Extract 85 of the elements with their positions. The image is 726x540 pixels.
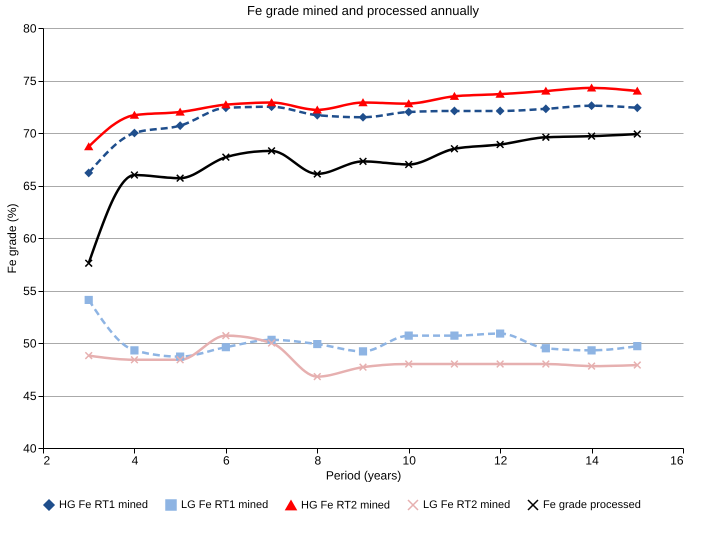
- point: [496, 329, 504, 338]
- point: [84, 142, 93, 150]
- point: [542, 344, 550, 352]
- point: [176, 174, 184, 182]
- point: [358, 98, 368, 106]
- point: [633, 130, 642, 138]
- point: [404, 360, 413, 368]
- point: [450, 144, 459, 153]
- point: [542, 87, 550, 95]
- point: [542, 360, 550, 368]
- y-tick-label: 45: [23, 389, 37, 403]
- point: [313, 106, 322, 114]
- point: [130, 111, 139, 119]
- point: [313, 372, 322, 381]
- x-axis-title: Period (years): [326, 468, 402, 482]
- point: [84, 259, 93, 268]
- point: [404, 332, 413, 340]
- point: [496, 140, 504, 149]
- point: [358, 347, 368, 356]
- point: [542, 133, 550, 142]
- y-tick-label: 70: [23, 126, 37, 140]
- x-tick-label: 6: [223, 454, 230, 468]
- point: [84, 168, 93, 178]
- point: [130, 346, 139, 354]
- point: [267, 98, 276, 106]
- point: [404, 108, 413, 116]
- point: [587, 102, 596, 110]
- x-tick-label: 14: [585, 454, 600, 468]
- point: [358, 113, 368, 122]
- point: [267, 338, 276, 348]
- x-tick-label: 16: [670, 454, 684, 468]
- point: [222, 100, 230, 108]
- y-tick-label: 50: [23, 336, 37, 350]
- point: [404, 160, 413, 169]
- y-tick-label: 65: [23, 179, 37, 193]
- point: [404, 100, 413, 108]
- point: [222, 343, 230, 352]
- point: [450, 332, 459, 340]
- x-tick-label: 4: [132, 454, 139, 468]
- point: [587, 362, 596, 370]
- y-tick-label: 55: [23, 284, 37, 298]
- point: [358, 363, 368, 372]
- x-tick-label: 12: [494, 454, 508, 468]
- point: [450, 92, 459, 100]
- chart-title: Fe grade mined and processed annually: [247, 3, 480, 18]
- point: [313, 340, 322, 348]
- point: [587, 84, 596, 92]
- point: [633, 87, 642, 95]
- point: [222, 153, 230, 162]
- point: [267, 146, 276, 155]
- y-tick-label: 40: [23, 442, 37, 456]
- x-tick-label: 8: [314, 454, 322, 468]
- legend-label: HG Fe RT1 mined: [59, 499, 148, 511]
- x-tick-label: 10: [402, 454, 416, 468]
- point: [176, 108, 184, 116]
- point: [358, 157, 368, 166]
- legend-label: LG Fe RT2 mined: [423, 499, 510, 511]
- point: [496, 90, 504, 98]
- point: [496, 360, 504, 368]
- point: [450, 106, 459, 116]
- point: [222, 332, 230, 340]
- y-tick-label: 60: [23, 232, 37, 246]
- point: [130, 356, 139, 364]
- y-axis-title: Fe grade (%): [5, 203, 20, 274]
- point: [633, 360, 642, 370]
- point: [313, 170, 322, 178]
- point: [84, 296, 93, 304]
- point: [633, 104, 642, 112]
- point: [130, 128, 139, 138]
- legend-label: LG Fe RT1 mined: [181, 499, 268, 511]
- point: [587, 132, 596, 140]
- point: [633, 342, 642, 350]
- y-tick-label: 80: [23, 22, 37, 36]
- point: [130, 170, 139, 180]
- y-tick-label: 75: [23, 74, 37, 88]
- point: [496, 106, 504, 116]
- legend-label: Fe grade processed: [543, 499, 641, 511]
- point: [450, 360, 459, 368]
- point: [587, 346, 596, 354]
- x-tick-label: 2: [44, 454, 50, 468]
- point: [84, 351, 93, 360]
- point: [542, 104, 550, 113]
- legend-label: HG Fe RT2 mined: [301, 499, 390, 512]
- point: [176, 356, 184, 364]
- point: [176, 122, 184, 130]
